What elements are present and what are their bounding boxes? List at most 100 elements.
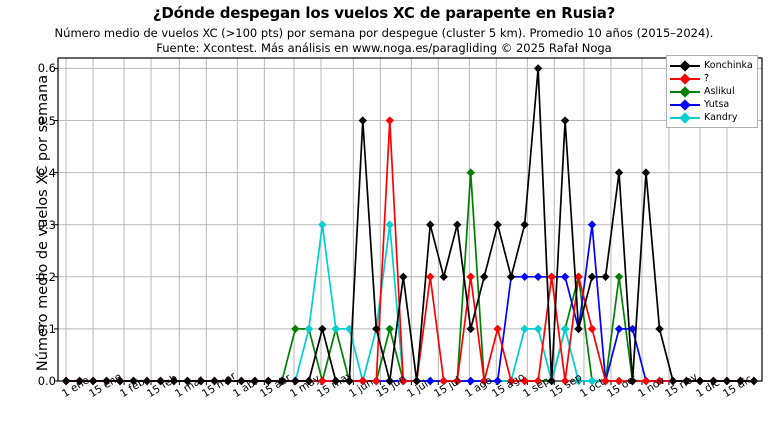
data-point-marker [601,272,610,282]
data-point-marker [574,376,583,386]
data-point-marker [237,376,246,386]
data-point-marker [587,324,597,334]
chart-title: ¿Dónde despegan los vuelos XC de parapen… [152,4,616,22]
data-point-marker [156,376,165,386]
data-point-marker [506,376,516,386]
data-point-marker [506,272,516,282]
data-point-marker [61,376,71,386]
data-point-marker [520,220,529,229]
data-point-marker [628,324,637,334]
data-point-marker [533,64,543,73]
data-point-marker [560,324,570,334]
data-point-marker [493,324,502,334]
legend-marker-icon [679,59,691,72]
series-line [66,119,754,382]
series-kandry [61,220,759,386]
legend-swatch [670,111,700,124]
data-point-marker [682,376,691,386]
series-- [61,116,759,386]
legend-label: ? [704,73,710,84]
data-point-marker [614,324,624,334]
data-point-marker [385,324,394,334]
data-point-marker [736,376,745,386]
data-point-marker [493,376,502,386]
data-point-marker [520,272,529,282]
series-line [66,223,754,382]
data-point-marker [250,376,260,386]
data-point-marker [709,376,718,386]
data-point-marker [533,324,543,334]
legend-item[interactable]: ? [670,72,753,85]
data-point-marker [453,376,462,386]
data-point-marker [641,376,651,386]
data-point-marker [439,272,448,282]
data-point-marker [520,376,529,386]
data-point-marker [426,220,435,229]
data-point-marker [318,376,327,386]
legend-item[interactable]: Yutsa [670,98,753,111]
y-tick-label: 0.3 [37,217,56,232]
data-point-marker [426,272,435,282]
legend-marker-icon [679,111,691,124]
data-point-marker [385,376,394,386]
data-point-marker [115,376,125,386]
legend-marker-icon [679,85,691,98]
data-point-marker [318,220,327,229]
data-point-marker [453,220,462,229]
data-point-marker [547,376,556,386]
legend-swatch [670,85,700,98]
data-point-marker [385,116,394,125]
data-point-marker [304,324,314,334]
data-point-marker [129,376,138,386]
legend-label: Kandry [704,112,738,123]
data-point-marker [574,324,583,334]
data-point-marker [614,168,624,177]
legend-item[interactable]: Konchinka [670,59,753,72]
data-point-marker [102,376,111,386]
data-point-marker [722,376,732,386]
data-point-marker [210,376,219,386]
data-point-marker [749,376,759,386]
data-point-marker [291,376,300,386]
data-point-marker [479,272,489,282]
data-point-marker [479,376,489,386]
y-axis-tick-labels: 0.6 0.5 0.4 0.3 0.2 0.1 0.0 [10,0,56,432]
data-point-marker [304,376,314,386]
data-point-marker [88,376,98,386]
data-point-marker [331,324,341,334]
data-point-marker [587,220,597,229]
data-point-marker [75,376,84,386]
data-point-marker [372,376,381,386]
data-point-marker [655,324,664,334]
data-point-marker [466,376,475,386]
data-point-marker [358,376,367,386]
data-point-marker [358,116,367,125]
legend-item[interactable]: Aslikul [670,85,753,98]
data-point-marker [668,376,678,386]
series-line [66,223,754,382]
series-line [66,67,754,382]
data-point-marker [196,376,206,386]
data-point-marker [466,324,475,334]
chart-legend: Konchinka? Aslikul Yutsa Kandry [666,55,758,128]
series-konchinka [61,64,759,386]
series-yutsa [61,220,759,386]
data-point-marker [628,376,637,386]
data-point-marker [587,272,597,282]
data-point-marker [547,272,556,282]
data-point-marker [655,376,664,386]
data-point-marker [291,324,300,334]
data-point-marker [439,376,448,386]
y-tick-label: 0.4 [37,165,56,180]
legend-label: Konchinka [704,60,753,71]
data-point-marker [466,168,475,177]
data-point-marker [614,376,624,386]
legend-marker-icon [679,72,691,85]
legend-item[interactable]: Kandry [670,111,753,124]
data-point-marker [412,376,421,386]
data-point-marker [399,272,408,282]
data-point-marker [277,376,287,386]
legend-swatch [670,59,700,72]
